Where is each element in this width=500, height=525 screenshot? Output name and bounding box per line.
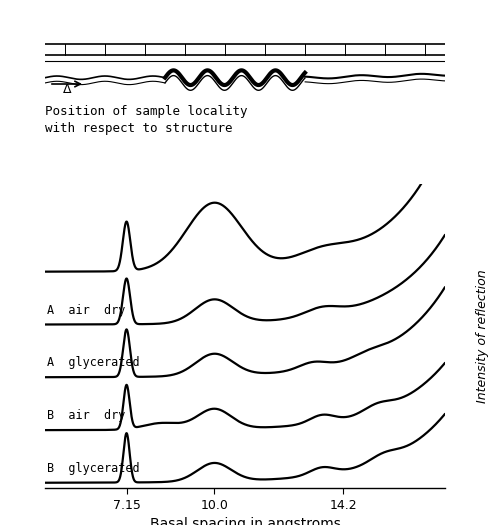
Text: Δ: Δ xyxy=(63,83,72,96)
Text: B  air  dry: B air dry xyxy=(46,410,125,422)
Text: with respect to structure: with respect to structure xyxy=(45,122,232,135)
Text: Intensity of reflection: Intensity of reflection xyxy=(476,269,489,403)
Text: A  air  dry: A air dry xyxy=(46,303,125,317)
Text: A  glycerated: A glycerated xyxy=(46,356,139,370)
Text: Position of sample locality: Position of sample locality xyxy=(45,105,248,118)
Text: B  glycerated: B glycerated xyxy=(46,462,139,475)
X-axis label: Basal spacing in angstroms: Basal spacing in angstroms xyxy=(150,517,340,525)
